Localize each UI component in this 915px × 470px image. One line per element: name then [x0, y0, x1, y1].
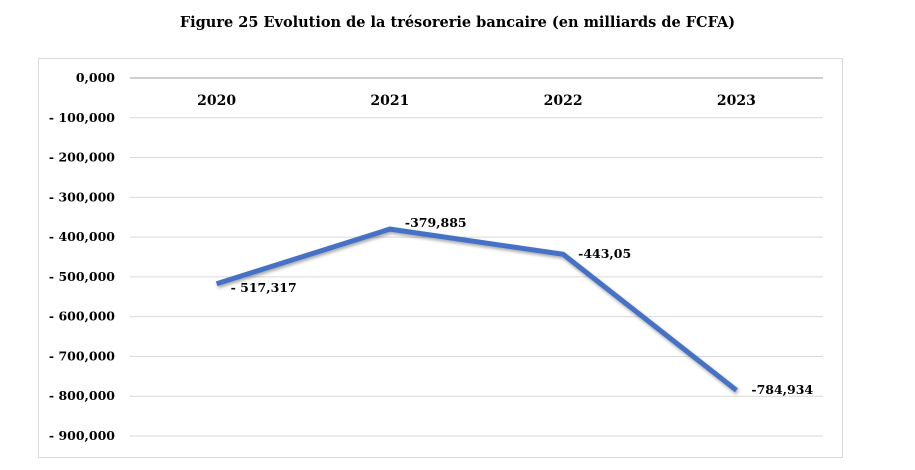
x-tick-label: 2023 [717, 93, 756, 109]
y-tick-label: - 300,000 [49, 189, 115, 204]
y-tick-label: 0,000 [76, 70, 115, 85]
data-label: -443,05 [578, 246, 631, 261]
x-tick-label: 2021 [370, 93, 409, 109]
y-tick-label: - 800,000 [49, 388, 115, 403]
y-tick-label: - 900,000 [49, 428, 115, 443]
chart-title: Figure 25 Evolution de la trésorerie ban… [179, 14, 736, 31]
y-tick-label: - 700,000 [49, 348, 115, 363]
y-tick-label: - 200,000 [49, 150, 115, 165]
y-tick-label: - 500,000 [49, 269, 115, 284]
data-line [215, 226, 738, 393]
x-tick-label: 2022 [544, 93, 583, 109]
y-tick-label: - 600,000 [49, 309, 115, 324]
chart-area-border [38, 58, 843, 458]
y-tick-label: - 100,000 [49, 110, 115, 125]
data-label: - 517,317 [231, 280, 297, 295]
data-label: -784,934 [751, 382, 813, 397]
y-tick-label: - 400,000 [49, 229, 115, 244]
data-label: -379,885 [405, 215, 467, 230]
x-tick-label: 2020 [197, 93, 236, 109]
